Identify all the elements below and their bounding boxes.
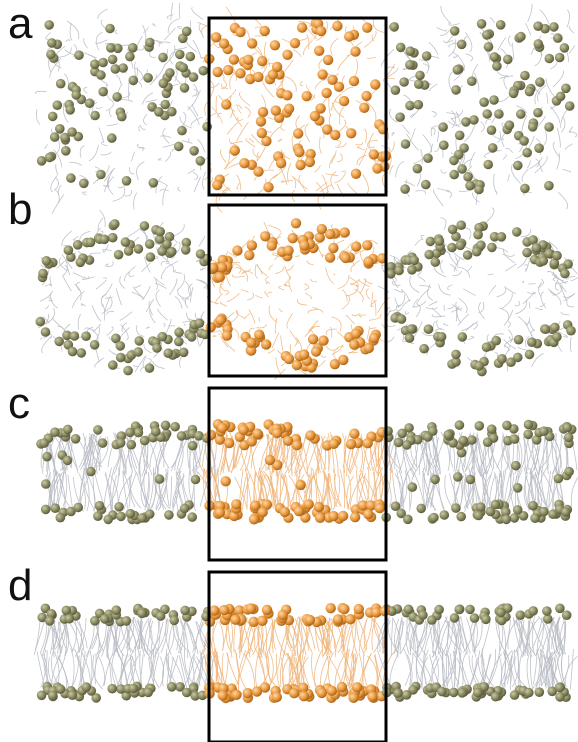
simulation-box-d xyxy=(207,570,388,742)
simulation-boxes xyxy=(207,16,388,742)
panel-label-b: b xyxy=(8,185,33,234)
panel-d-scene xyxy=(33,615,578,691)
panel-label-c: c xyxy=(8,379,30,428)
simulation-box-a xyxy=(207,16,388,197)
panel-a-scene xyxy=(35,2,578,214)
panel-label-d: d xyxy=(8,561,33,610)
panel-b-beads xyxy=(35,218,576,377)
simulation-box-b xyxy=(207,203,388,378)
simulation-box-c xyxy=(207,386,388,562)
panel-d-beads xyxy=(36,602,572,704)
panel-label-a: a xyxy=(8,0,33,48)
panel-a-beads xyxy=(36,18,575,195)
lipid-headgroups xyxy=(35,18,577,704)
panel-c-beads xyxy=(36,419,577,525)
